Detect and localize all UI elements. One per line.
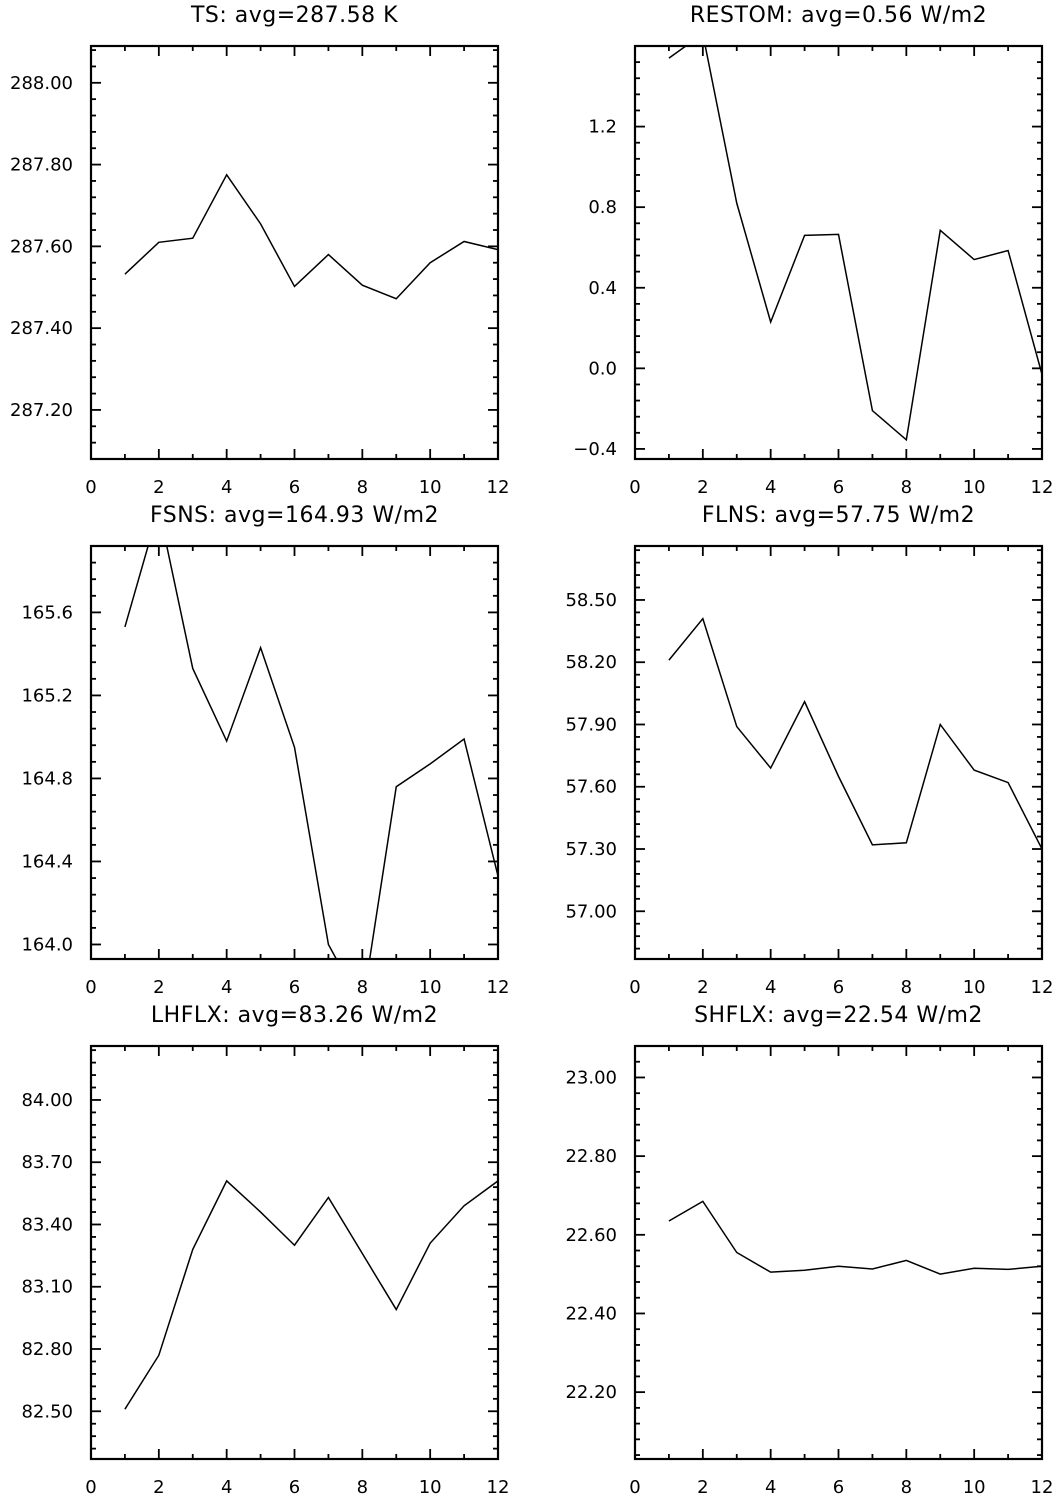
x-tick-label: 6 (289, 477, 300, 498)
x-tick-label: 6 (833, 477, 844, 498)
y-tick-label: 83.70 (21, 1152, 73, 1173)
series-line (668, 1200, 1042, 1275)
panel-title: SHFLX: avg=22.54 W/m2 (694, 1003, 983, 1028)
y-tick-label: 58.20 (565, 652, 617, 673)
x-tick-label: 8 (901, 977, 912, 998)
x-tick-label: 10 (963, 477, 986, 498)
panel-1: TS: avg=287.58 K 0 2 4 6 8 10 12 287.20 287.40 287… (10, 3, 509, 498)
panel-title: TS: avg=287.58 K (190, 3, 398, 28)
x-tick-label: 4 (221, 1477, 232, 1494)
panel-3: FSNS: avg=164.93 W/m2 0 2 4 6 8 10 12 164.0 164.4… (21, 503, 510, 998)
x-tick-label: 12 (1031, 977, 1053, 998)
x-tick-label: 4 (765, 477, 776, 498)
plot-frame (633, 44, 1044, 461)
x-tick-label: 0 (85, 477, 96, 498)
x-tick-label: 8 (357, 977, 368, 998)
series-line (668, 617, 1042, 850)
y-tick-label: 287.80 (10, 155, 73, 176)
x-tick-label: 2 (697, 977, 708, 998)
x-tick-label: 6 (289, 1477, 300, 1494)
x-tick-label: 12 (487, 1477, 510, 1494)
y-tick-label: 0.0 (588, 358, 617, 379)
x-tick-label: 10 (419, 1477, 442, 1494)
panel-6: SHFLX: avg=22.54 W/m2 0 2 4 6 8 10 12 22.20 22.40… (565, 1003, 1053, 1494)
y-tick-label: 22.60 (565, 1225, 617, 1246)
x-tick-label: 2 (697, 1477, 708, 1494)
y-tick-label: −0.4 (573, 439, 617, 460)
series-line (124, 546, 498, 959)
x-tick-label: 4 (221, 977, 232, 998)
x-tick-label: 8 (901, 1477, 912, 1494)
y-tick-label: 287.60 (10, 236, 73, 257)
y-tick-label: 0.8 (588, 197, 617, 218)
x-tick-label: 10 (419, 977, 442, 998)
x-tick-label: 0 (629, 477, 640, 498)
series-line (124, 1179, 498, 1410)
x-tick-label: 8 (357, 1477, 368, 1494)
plot-frame (89, 44, 500, 461)
y-tick-label: 83.10 (21, 1277, 73, 1298)
x-tick-label: 2 (153, 977, 164, 998)
y-tick-label: 287.20 (10, 400, 73, 421)
x-tick-label: 12 (487, 477, 510, 498)
x-tick-label: 6 (833, 1477, 844, 1494)
x-tick-label: 4 (221, 477, 232, 498)
x-tick-label: 2 (153, 1477, 164, 1494)
y-tick-label: 58.50 (565, 590, 617, 611)
y-tick-label: 23.00 (565, 1067, 617, 1088)
x-tick-label: 10 (419, 477, 442, 498)
y-tick-label: 0.4 (588, 278, 617, 299)
x-tick-label: 12 (1031, 1477, 1053, 1494)
y-tick-label: 83.40 (21, 1214, 73, 1235)
x-tick-label: 4 (765, 1477, 776, 1494)
plot-frame (633, 1044, 1044, 1461)
x-tick-label: 12 (487, 977, 510, 998)
panel-4: FLNS: avg=57.75 W/m2 0 2 4 6 8 10 12 57.00 57.30 5… (565, 503, 1053, 998)
series-line (124, 173, 498, 300)
plot-frame (89, 1044, 500, 1461)
y-tick-label: 84.00 (21, 1090, 73, 1111)
x-tick-label: 2 (153, 477, 164, 498)
y-tick-label: 57.60 (565, 777, 617, 798)
plot-frame (89, 544, 500, 961)
y-tick-label: 164.8 (21, 768, 73, 789)
y-tick-label: 57.90 (565, 714, 617, 735)
x-tick-label: 0 (629, 977, 640, 998)
x-tick-label: 0 (85, 977, 96, 998)
y-tick-label: 22.20 (565, 1382, 617, 1403)
x-tick-label: 0 (85, 1477, 96, 1494)
y-tick-label: 164.4 (21, 851, 73, 872)
panel-5: LHFLX: avg=83.26 W/m2 0 2 4 6 8 10 12 82.50 82.80… (21, 1003, 509, 1494)
x-tick-label: 4 (765, 977, 776, 998)
panel-title: RESTOM: avg=0.56 W/m2 (690, 3, 987, 28)
y-tick-label: 165.6 (21, 602, 73, 623)
y-tick-label: 82.50 (21, 1401, 73, 1422)
y-tick-label: 57.00 (565, 901, 617, 922)
y-tick-label: 1.2 (588, 117, 617, 138)
x-tick-label: 6 (289, 977, 300, 998)
plot-frame (633, 544, 1044, 961)
panel-title: LHFLX: avg=83.26 W/m2 (151, 1003, 438, 1028)
x-tick-label: 6 (833, 977, 844, 998)
y-tick-label: 164.0 (21, 934, 73, 955)
x-tick-label: 10 (963, 1477, 986, 1494)
panel-title: FSNS: avg=164.93 W/m2 (150, 503, 439, 528)
y-tick-label: 82.80 (21, 1339, 73, 1360)
y-tick-label: 22.40 (565, 1303, 617, 1324)
y-tick-label: 165.2 (21, 685, 73, 706)
panel-2: RESTOM: avg=0.56 W/m2 0 2 4 6 8 10 12 −0.4 0.0 0.4… (573, 3, 1053, 498)
x-tick-label: 12 (1031, 477, 1053, 498)
y-tick-label: 287.40 (10, 318, 73, 339)
y-tick-label: 22.80 (565, 1146, 617, 1167)
panel-title: FLNS: avg=57.75 W/m2 (702, 503, 975, 528)
y-tick-label: 288.00 (10, 73, 73, 94)
x-tick-label: 8 (901, 477, 912, 498)
x-tick-label: 0 (629, 1477, 640, 1494)
x-tick-label: 10 (963, 977, 986, 998)
x-tick-label: 8 (357, 477, 368, 498)
x-tick-label: 2 (697, 477, 708, 498)
series-line (668, 46, 1042, 442)
y-tick-label: 57.30 (565, 839, 617, 860)
